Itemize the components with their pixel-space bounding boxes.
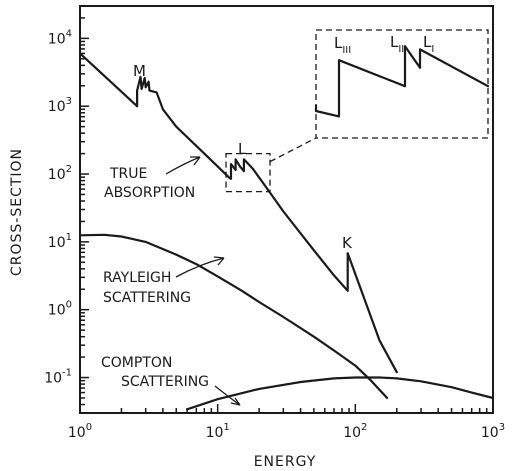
y-tick-label: 10-1 — [44, 368, 72, 387]
true-absorption-arrow — [165, 156, 201, 175]
x-tick-label: 101 — [206, 422, 230, 441]
compton-label-line1: COMPTON — [101, 355, 172, 371]
axis-tick-labels: 100 101 102 103 10-1 100 101 102 103 104 — [44, 28, 505, 441]
x-tick-label: 100 — [68, 422, 92, 441]
true-absorption-curve — [78, 52, 398, 374]
x-tick-label: 102 — [343, 422, 367, 441]
x-tick-label: 103 — [481, 422, 505, 441]
compton-scattering-curve — [186, 376, 495, 411]
rayleigh-arrow — [175, 256, 225, 278]
l-edge-inset: LIII LII LI — [314, 29, 490, 139]
compton-label-line2: SCATTERING — [121, 374, 209, 390]
true-absorption-label-line1: TRUE — [109, 166, 147, 182]
k-edge-label: K — [342, 234, 353, 252]
y-axis-label: CROSS-SECTION — [9, 148, 25, 276]
y-tick-label: 103 — [48, 96, 72, 115]
y-tick-label: 101 — [48, 232, 72, 251]
inset-connector — [269, 137, 317, 163]
true-absorption-label-line2: ABSORPTION — [104, 185, 195, 201]
axis-ticks — [79, 5, 488, 414]
inset-label-l-iii: LIII — [334, 34, 351, 56]
inset-label-l-i: LI — [423, 33, 434, 55]
y-tick-label: 102 — [48, 164, 72, 183]
y-tick-label: 100 — [48, 300, 72, 319]
l-edge-label: L — [238, 140, 247, 158]
rayleigh-label-line2: SCATTERING — [103, 290, 191, 306]
compton-arrow — [214, 385, 241, 406]
rayleigh-label-line1: RAYLEIGH — [103, 270, 171, 286]
curves-layer — [78, 52, 495, 411]
inset-label-l-ii: LII — [390, 33, 404, 55]
rayleigh-scattering-curve — [78, 233, 389, 400]
inset-l-edge-curve — [314, 45, 490, 118]
inset-frame — [315, 29, 489, 139]
m-edge-label: M — [133, 62, 146, 80]
l-edge-zoom-box — [225, 152, 271, 193]
x-axis-label: ENERGY — [254, 454, 317, 470]
y-tick-label: 104 — [48, 28, 72, 47]
